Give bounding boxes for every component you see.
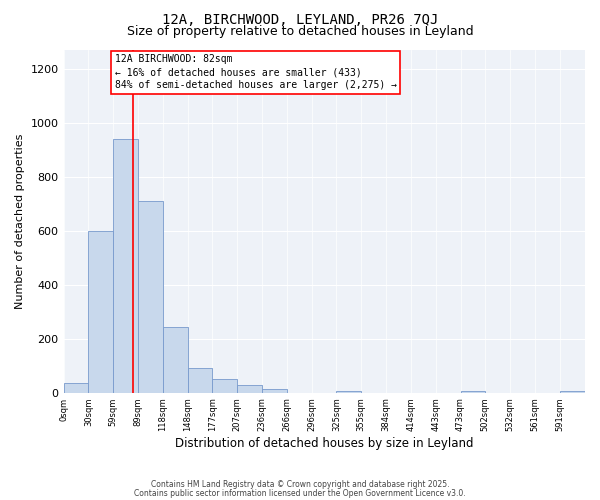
X-axis label: Distribution of detached houses by size in Leyland: Distribution of detached houses by size … <box>175 437 473 450</box>
Bar <box>237 384 262 392</box>
Bar <box>163 326 188 392</box>
Text: 12A BIRCHWOOD: 82sqm
← 16% of detached houses are smaller (433)
84% of semi-deta: 12A BIRCHWOOD: 82sqm ← 16% of detached h… <box>115 54 397 90</box>
Bar <box>113 139 138 392</box>
Bar <box>88 231 113 392</box>
Bar <box>64 384 88 392</box>
Text: Contains public sector information licensed under the Open Government Licence v3: Contains public sector information licen… <box>134 488 466 498</box>
Bar <box>138 201 163 392</box>
Text: Contains HM Land Registry data © Crown copyright and database right 2025.: Contains HM Land Registry data © Crown c… <box>151 480 449 489</box>
Text: 12A, BIRCHWOOD, LEYLAND, PR26 7QJ: 12A, BIRCHWOOD, LEYLAND, PR26 7QJ <box>162 12 438 26</box>
Bar <box>212 379 237 392</box>
Y-axis label: Number of detached properties: Number of detached properties <box>15 134 25 309</box>
Bar <box>188 368 212 392</box>
Bar <box>262 388 287 392</box>
Text: Size of property relative to detached houses in Leyland: Size of property relative to detached ho… <box>127 25 473 38</box>
